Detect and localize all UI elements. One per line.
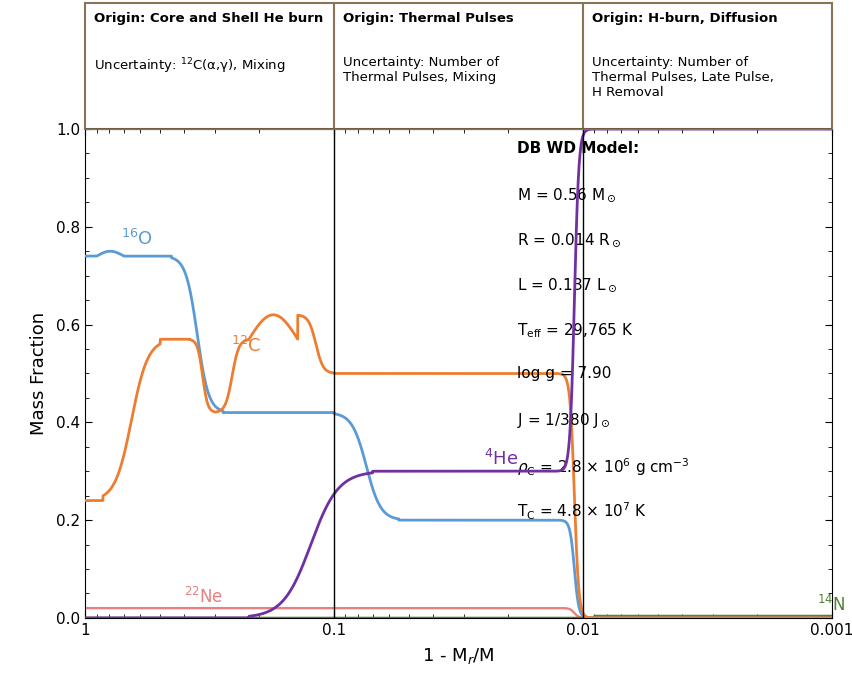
Text: T$_{\rm eff}$ = 29,765 K: T$_{\rm eff}$ = 29,765 K (516, 321, 633, 340)
Text: R = 0.014 R$_\odot$: R = 0.014 R$_\odot$ (516, 231, 620, 249)
Text: $^{12}$C: $^{12}$C (231, 336, 261, 356)
Text: Uncertainty: $^{12}$C(α,γ), Mixing: Uncertainty: $^{12}$C(α,γ), Mixing (94, 56, 285, 76)
Text: $^{16}$O: $^{16}$O (121, 229, 153, 249)
Text: Uncertainty: Number of
Thermal Pulses, Mixing: Uncertainty: Number of Thermal Pulses, M… (343, 56, 498, 84)
Text: J = 1/380 J$_\odot$: J = 1/380 J$_\odot$ (516, 411, 609, 430)
Text: Origin: Core and Shell He burn: Origin: Core and Shell He burn (94, 12, 323, 25)
FancyBboxPatch shape (85, 3, 831, 129)
Text: M = 0.56 M$_\odot$: M = 0.56 M$_\odot$ (516, 186, 616, 204)
Text: $\rho_{\rm C}$ = 2.8 × 10$^6$ g cm$^{-3}$: $\rho_{\rm C}$ = 2.8 × 10$^6$ g cm$^{-3}… (516, 456, 688, 478)
Text: DB WD Model:: DB WD Model: (516, 141, 638, 156)
Text: Origin: Thermal Pulses: Origin: Thermal Pulses (343, 12, 513, 25)
Text: L = 0.137 L$_\odot$: L = 0.137 L$_\odot$ (516, 276, 616, 294)
Text: $^{22}$Ne: $^{22}$Ne (184, 587, 223, 607)
Text: Uncertainty: Number of
Thermal Pulses, Late Pulse,
H Removal: Uncertainty: Number of Thermal Pulses, L… (591, 56, 773, 99)
Text: $^{14}$N: $^{14}$N (815, 595, 843, 615)
Y-axis label: Mass Fraction: Mass Fraction (30, 312, 48, 435)
Text: T$_{\rm C}$ = 4.8 × 10$^7$ K: T$_{\rm C}$ = 4.8 × 10$^7$ K (516, 501, 646, 522)
Text: Origin: H-burn, Diffusion: Origin: H-burn, Diffusion (591, 12, 776, 25)
Text: log g = 7.90: log g = 7.90 (516, 366, 610, 381)
X-axis label: 1 - M$_r$/M: 1 - M$_r$/M (422, 646, 494, 666)
Text: $^{4}$He: $^{4}$He (483, 449, 518, 469)
